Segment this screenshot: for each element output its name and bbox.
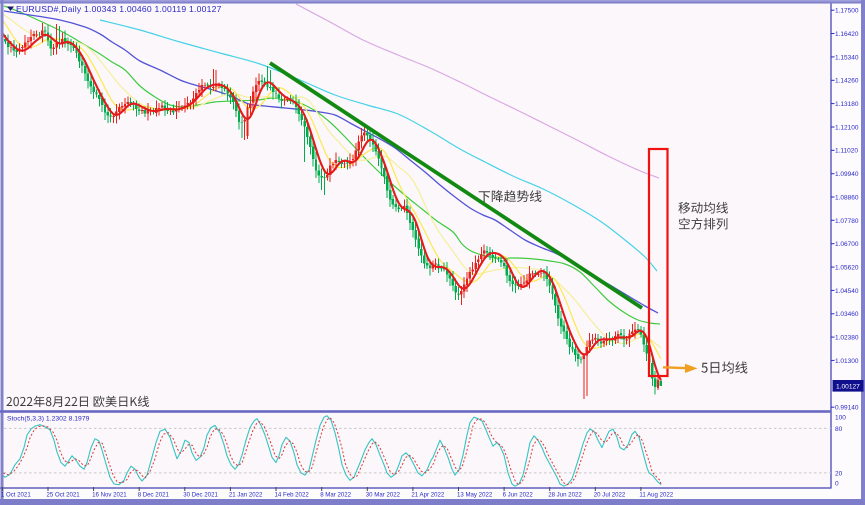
svg-text:1.04540: 1.04540 [835, 288, 859, 295]
svg-text:1.09940: 1.09940 [835, 171, 859, 178]
svg-text:1.15340: 1.15340 [835, 54, 859, 61]
svg-text:1.12100: 1.12100 [835, 124, 859, 131]
svg-text:13 May 2022: 13 May 2022 [457, 491, 493, 498]
svg-text:0: 0 [835, 481, 839, 488]
svg-text:20: 20 [835, 470, 843, 477]
svg-text:8 Mar 2022: 8 Mar 2022 [320, 491, 351, 498]
svg-text:30 Mar 2022: 30 Mar 2022 [366, 491, 401, 498]
svg-text:1.14260: 1.14260 [835, 78, 859, 85]
svg-text:1.05620: 1.05620 [835, 264, 859, 271]
svg-text:28 Jun 2022: 28 Jun 2022 [548, 491, 582, 498]
svg-text:Stoch(5,3,3) 1.2302 8.1979: Stoch(5,3,3) 1.2302 8.1979 [7, 416, 90, 423]
svg-text:1.00127: 1.00127 [836, 383, 860, 390]
svg-text:1.03460: 1.03460 [835, 311, 859, 318]
svg-text:1.07780: 1.07780 [835, 218, 859, 225]
svg-text:25 Oct 2021: 25 Oct 2021 [47, 491, 81, 498]
svg-text:16 Nov 2021: 16 Nov 2021 [92, 491, 127, 498]
svg-text:1.08860: 1.08860 [835, 194, 859, 201]
svg-text:100: 100 [835, 415, 846, 422]
svg-text:21 Jan 2022: 21 Jan 2022 [229, 491, 263, 498]
svg-text:20 Jul 2022: 20 Jul 2022 [594, 491, 626, 498]
svg-text:1.13180: 1.13180 [835, 101, 859, 108]
svg-text:1.02380: 1.02380 [835, 335, 859, 342]
svg-text:80: 80 [835, 426, 843, 433]
svg-text:1.16420: 1.16420 [835, 31, 859, 38]
svg-text:14 Feb 2022: 14 Feb 2022 [275, 491, 310, 498]
svg-text:30 Dec 2021: 30 Dec 2021 [183, 491, 218, 498]
svg-text:8 Dec 2021: 8 Dec 2021 [138, 491, 170, 498]
svg-text:6 Jun 2022: 6 Jun 2022 [503, 491, 534, 498]
svg-text:0.99140: 0.99140 [835, 405, 859, 412]
svg-text:1.06700: 1.06700 [835, 241, 859, 248]
svg-text:11 Aug 2022: 11 Aug 2022 [639, 491, 673, 498]
svg-text:1.17500: 1.17500 [835, 8, 859, 15]
svg-text:1 Oct 2021: 1 Oct 2021 [1, 491, 31, 498]
svg-text:21 Apr 2022: 21 Apr 2022 [411, 491, 444, 498]
svg-text:1.01300: 1.01300 [835, 358, 859, 365]
svg-text:EURUSD#,Daily 1.00343 1.00460: EURUSD#,Daily 1.00343 1.00460 1.00119 1.… [16, 4, 222, 14]
svg-text:1.11020: 1.11020 [835, 148, 858, 155]
